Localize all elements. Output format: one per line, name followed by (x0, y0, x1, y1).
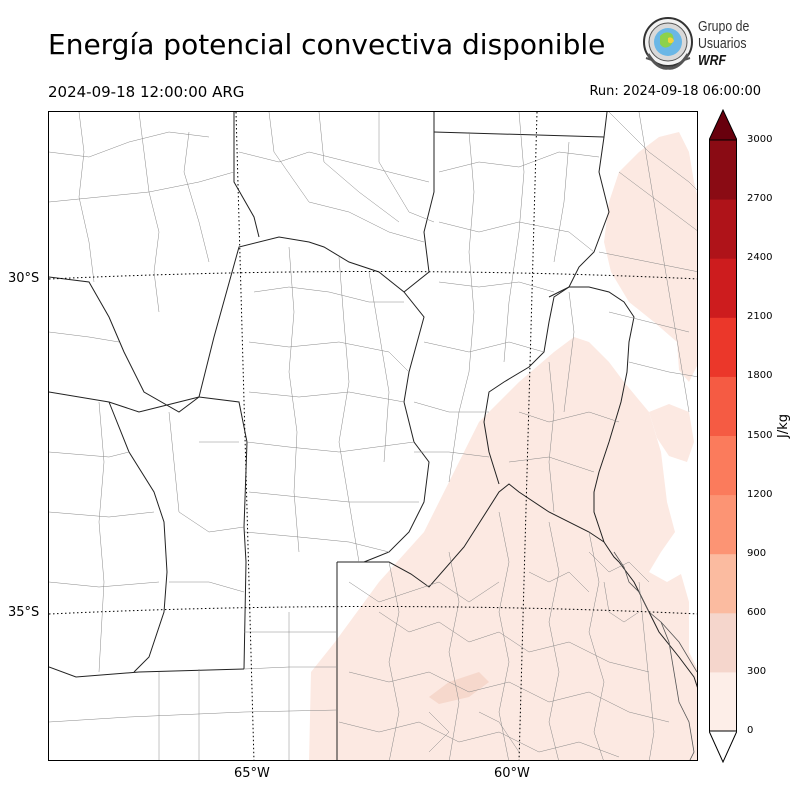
valid-time-label: 2024-09-18 12:00:00 ARG (48, 83, 245, 101)
map-canvas (49, 112, 697, 760)
graticule (49, 112, 697, 760)
colorbar-tick-label: 600 (747, 606, 767, 618)
colorbar-bin-7 (709, 258, 737, 318)
coastline (613, 551, 697, 760)
logo-line-2: Usuarios (698, 35, 747, 52)
colorbar-outline (709, 139, 737, 732)
colorbar-tick-label: 1500 (747, 429, 773, 441)
department-boundaries (49, 112, 697, 760)
longitude-label-65w: 65°W (234, 766, 270, 781)
colorbar-tick-label: 0 (747, 725, 754, 736)
logo-line-3: WRF (698, 52, 727, 69)
colorbar-tick-label: 1800 (747, 370, 773, 382)
colorbar-bin-9 (709, 140, 737, 200)
colorbar-bin-0 (709, 671, 737, 732)
colorbar-tick-label: 3000 (747, 134, 773, 145)
colorbar-tick-label: 300 (747, 665, 767, 677)
longitude-label-60w: 60°W (494, 766, 530, 781)
cape-field-medium (429, 672, 489, 704)
colorbar-tick-label: 1200 (747, 488, 773, 500)
map-title: Energía potencial convectiva disponible (48, 28, 606, 61)
colorbar-bin-4 (709, 435, 737, 496)
cape-field-patch-east (649, 404, 694, 462)
colorbar-tick-label: 2700 (747, 193, 773, 205)
cape-field-main (309, 337, 697, 760)
colorbar-bin-6 (709, 317, 737, 377)
latitude-label-30s: 30°S (8, 271, 40, 286)
wrf-users-group-logo: Grupo de Usuarios WRF (638, 14, 768, 74)
colorbar-bin-5 (709, 376, 737, 436)
colorbar-bin-2 (709, 553, 737, 614)
colorbar-extend-max (709, 109, 737, 141)
map-panel (48, 111, 698, 761)
colorbar-tick-label: 2400 (747, 252, 773, 264)
colorbar-bin-8 (709, 199, 737, 259)
colorbar-bin-3 (709, 494, 737, 555)
colorbar-extend-min (709, 730, 737, 763)
colorbar-tick-label: 900 (747, 547, 767, 559)
run-time-label: Run: 2024-09-18 06:00:00 (589, 84, 761, 99)
colorbar (709, 109, 737, 763)
colorbar-bin-1 (709, 612, 737, 673)
logo-line-1: Grupo de (698, 18, 750, 35)
latitude-label-35s: 35°S (8, 605, 40, 620)
cape-field-north (604, 132, 697, 382)
colorbar-units-label: J/kg (776, 414, 791, 438)
colorbar-tick-label: 2100 (747, 311, 773, 323)
globe-logo-icon (643, 17, 693, 70)
